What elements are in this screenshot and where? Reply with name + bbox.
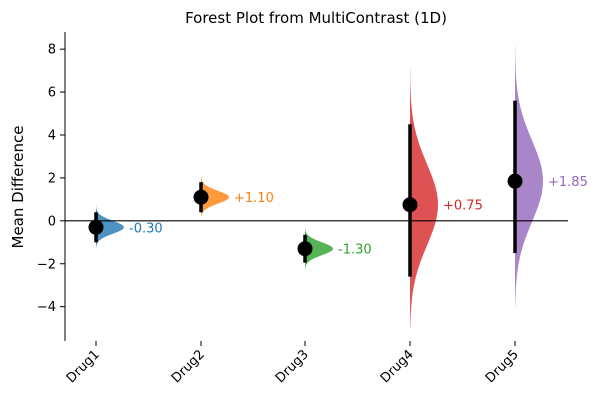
x-axis: Drug1 Drug2 Drug3 Drug4 Drug5 — [64, 341, 522, 386]
drug3-mean-point — [297, 241, 313, 257]
drug2-distribution — [201, 175, 229, 217]
drug5-distribution — [515, 44, 543, 307]
x-tick-label-drug4: Drug4 — [378, 347, 417, 386]
y-tick-label-6: 6 — [48, 86, 56, 101]
drug4-mean-point — [402, 197, 418, 213]
x-tick-label-drug5: Drug5 — [483, 347, 522, 386]
drug5-mean-point — [507, 173, 523, 189]
x-tick-label-drug2: Drug2 — [169, 347, 208, 386]
y-tick-label-0: 0 — [48, 214, 56, 229]
drug5-value-label: +1.85 — [548, 175, 588, 190]
value-label-layer: -0.30 +1.10 -1.30 +0.75 +1.85 — [129, 175, 588, 258]
drug3-distribution — [305, 220, 333, 271]
x-tick-label-drug1: Drug1 — [64, 347, 103, 386]
y-tick-label--2: −2 — [37, 257, 56, 272]
y-tick-label-2: 2 — [48, 171, 56, 186]
drug1-mean-point — [88, 219, 104, 235]
drug1-value-label: -0.30 — [129, 221, 163, 236]
drug3-value-label: -1.30 — [338, 243, 372, 258]
point-layer — [88, 173, 523, 257]
y-tick-label--4: −4 — [37, 300, 56, 315]
drug4-value-label: +0.75 — [443, 199, 483, 214]
drug4-distribution — [410, 66, 438, 329]
y-tick-label-8: 8 — [48, 43, 56, 58]
drug1-distribution — [96, 203, 124, 251]
distribution-layer — [96, 44, 543, 329]
chart-title: Forest Plot from MultiContrast (1D) — [185, 9, 447, 27]
y-tick-label-4: 4 — [48, 129, 56, 144]
drug2-mean-point — [193, 189, 209, 205]
y-axis-label: Mean Difference — [9, 126, 27, 249]
x-tick-label-drug3: Drug3 — [273, 347, 312, 386]
drug2-value-label: +1.10 — [234, 191, 274, 206]
y-axis: −4 −2 0 2 4 6 8 — [37, 32, 66, 341]
